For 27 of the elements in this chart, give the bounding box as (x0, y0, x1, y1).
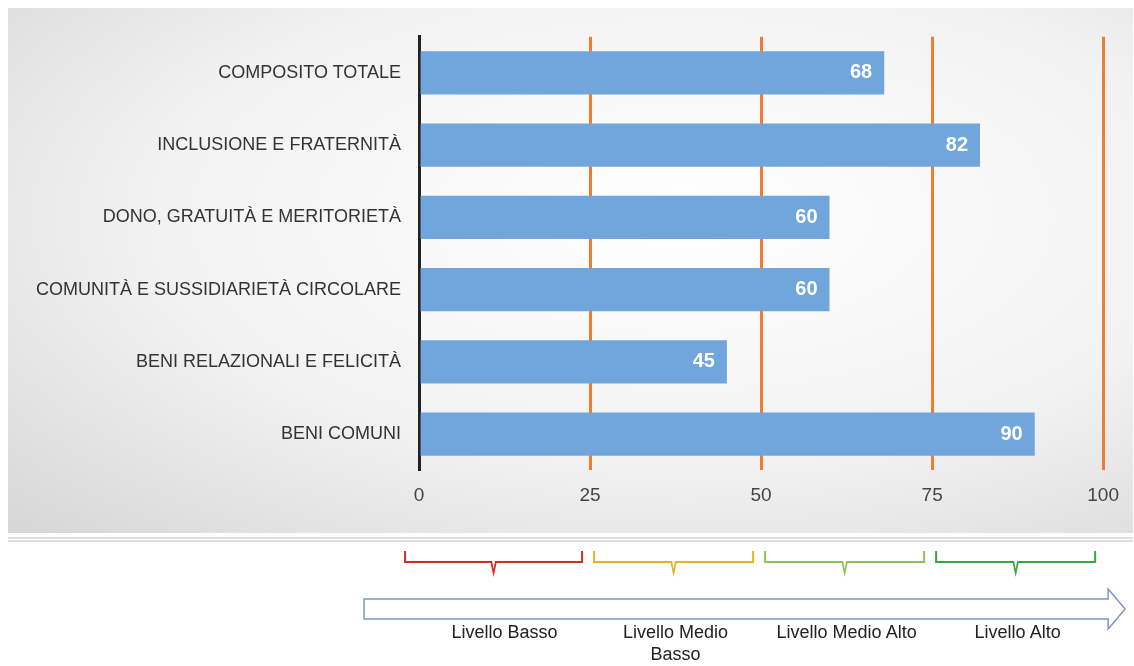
x-tick-label: 50 (750, 483, 772, 505)
text: Livello Medio Basso (622, 621, 730, 665)
data-label: 82 (945, 132, 969, 155)
bar (420, 267, 830, 312)
y-tick-label: COMUNITÀ E SUSSIDIARIETÀ CIRCOLARE (35, 278, 402, 299)
bar (420, 412, 1035, 456)
text: Livello Alto (973, 621, 1062, 643)
y-tick-label: COMPOSITO TOTALE (218, 61, 402, 82)
y-tick-label: BENI COMUNI (281, 423, 402, 444)
x-tick-label: 100 (1087, 483, 1119, 505)
data-label: 60 (795, 204, 818, 227)
bar (420, 51, 885, 95)
data-label: 60 (795, 277, 818, 300)
x-tick-label: 0 (413, 483, 425, 505)
data-label: 90 (1000, 421, 1023, 444)
x-tick-label: 75 (921, 483, 943, 505)
y-tick-label: INCLUSIONE E FRATERNITÀ (157, 134, 402, 155)
text: Livello Basso (450, 621, 559, 643)
y-tick-label: BENI RELAZIONALI E FELICITÀ (135, 350, 402, 371)
bar (420, 340, 727, 384)
bar (420, 123, 981, 167)
data-label: 68 (849, 60, 873, 83)
text: Livello Medio Alto (775, 621, 918, 643)
x-tick-label: 25 (579, 483, 601, 505)
data-label: 45 (692, 349, 715, 372)
y-tick-label: DONO, GRATUITÀ E MERITORIETÀ (102, 206, 402, 227)
bar (420, 195, 830, 240)
